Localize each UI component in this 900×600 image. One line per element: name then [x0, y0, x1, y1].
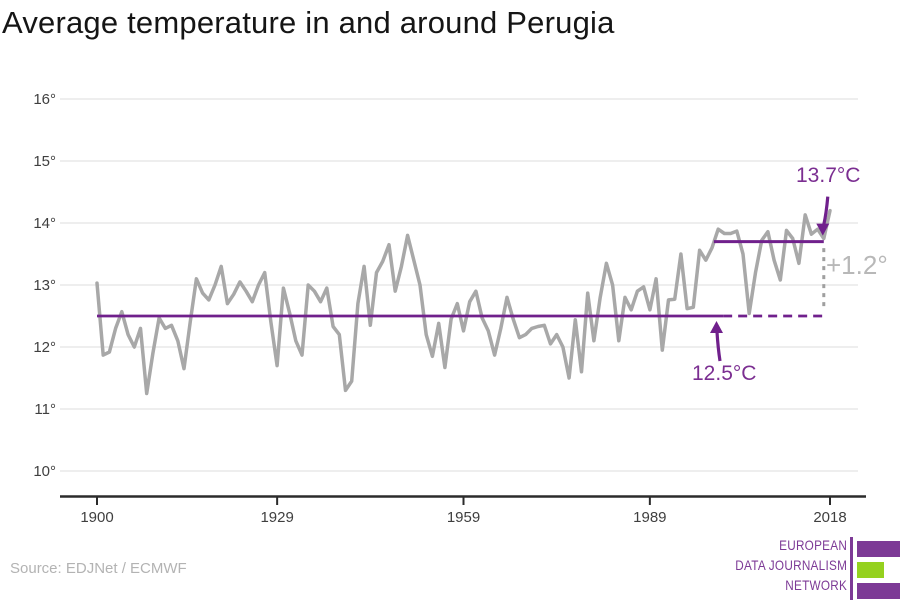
arrowhead-down-icon: [816, 223, 830, 236]
x-tick-label: 2018: [813, 509, 846, 526]
x-tick-label: 1959: [447, 509, 480, 526]
recent-average-label: 13.7°C: [796, 164, 861, 187]
baseline-average-label: 12.5°C: [692, 362, 757, 385]
logo-line-data-journalism: DATA JOURNALISM: [735, 557, 847, 573]
y-tick-label: 14°: [33, 215, 56, 232]
logo-bar-top: [857, 541, 900, 557]
delta-label: +1.2°: [826, 250, 888, 280]
y-tick-label: 10°: [33, 463, 56, 480]
source-note: Source: EDJNet / ECMWF: [10, 560, 187, 577]
x-tick-label: 1929: [260, 509, 293, 526]
logo-line-european: EUROPEAN: [778, 537, 847, 553]
y-tick-label: 12°: [33, 339, 56, 356]
x-tick-label: 1989: [633, 509, 666, 526]
logo-line-network: NETWORK: [785, 577, 847, 593]
arrow-to-baseline-line: [715, 331, 722, 362]
logo-bar-middle-green: [857, 562, 884, 578]
logo-divider-line: [850, 537, 853, 600]
edjnet-logo-text: EUROPEAN DATA JOURNALISM NETWORK: [735, 535, 847, 595]
y-tick-label: 11°: [34, 401, 56, 418]
y-tick-label: 16°: [33, 91, 56, 108]
arrow-to-recent-line: [822, 196, 830, 225]
arrowhead-up-icon: [710, 321, 723, 333]
logo-bar-bottom: [857, 583, 900, 599]
y-tick-label: 13°: [33, 277, 56, 294]
temperature-line-chart: 10° 11° 12° 13° 14° 15° 16° 1900 1929 1959 1989 201…: [33, 91, 866, 526]
chart-title: Average temperature in and around Perugi…: [2, 5, 615, 40]
x-tick-label: 1900: [80, 509, 113, 526]
temperature-series-line: [95, 208, 832, 396]
y-tick-label: 15°: [33, 153, 56, 170]
